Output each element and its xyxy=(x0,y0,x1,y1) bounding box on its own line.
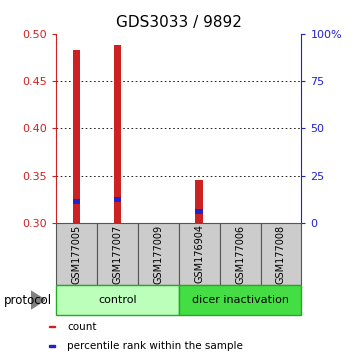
Text: GSM177007: GSM177007 xyxy=(112,224,122,284)
Bar xyxy=(73,50,80,223)
Bar xyxy=(138,223,179,285)
Polygon shape xyxy=(31,291,45,309)
Bar xyxy=(56,223,97,285)
Text: count: count xyxy=(67,321,97,332)
Bar xyxy=(114,197,121,202)
Text: dicer inactivation: dicer inactivation xyxy=(192,295,288,305)
Bar xyxy=(49,346,55,347)
Text: control: control xyxy=(98,295,136,305)
Bar xyxy=(114,45,121,223)
Bar xyxy=(73,199,80,204)
Text: GSM177005: GSM177005 xyxy=(71,224,82,284)
Text: GSM177006: GSM177006 xyxy=(235,224,245,284)
Title: GDS3033 / 9892: GDS3033 / 9892 xyxy=(116,15,242,30)
Bar xyxy=(97,223,138,285)
Bar xyxy=(219,223,261,285)
Bar xyxy=(261,223,301,285)
Bar xyxy=(179,223,219,285)
Bar xyxy=(195,181,203,223)
Bar xyxy=(56,285,179,315)
Text: percentile rank within the sample: percentile rank within the sample xyxy=(67,341,243,351)
Text: GSM176904: GSM176904 xyxy=(194,224,204,284)
Bar xyxy=(195,209,203,214)
Bar xyxy=(49,326,55,327)
Text: GSM177008: GSM177008 xyxy=(276,224,286,284)
Text: protocol: protocol xyxy=(4,293,52,307)
Text: GSM177009: GSM177009 xyxy=(153,224,163,284)
Bar xyxy=(179,285,301,315)
